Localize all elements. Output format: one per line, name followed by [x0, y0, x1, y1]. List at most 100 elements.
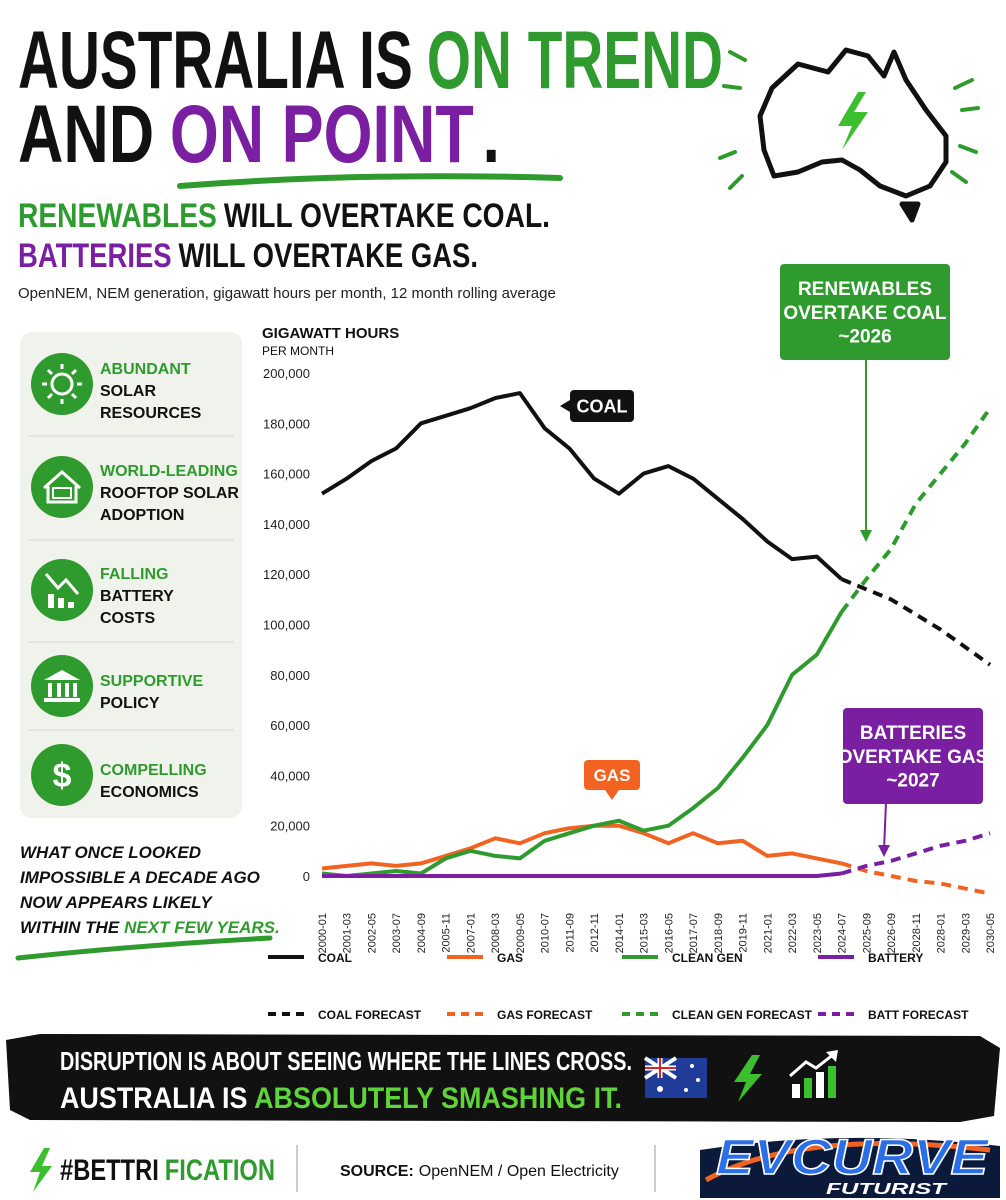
driver-text: RESOURCES [100, 405, 202, 422]
x-tick-label: 2016-05 [663, 913, 675, 953]
y-tick-label: 0 [303, 869, 310, 884]
y-tick-label: 180,000 [263, 416, 310, 431]
x-tick-label: 2021-01 [762, 913, 774, 953]
banner-text: AUSTRALIA ISABSOLUTELY SMASHING IT. [60, 1082, 622, 1115]
x-tick-label: 2010-07 [540, 913, 552, 953]
source-name: OpenNEM / Open Electricity [419, 1163, 619, 1180]
driver-text: POLICY [100, 695, 160, 712]
bolt-icon [734, 1055, 762, 1102]
title: ANDON POINT. [18, 89, 500, 180]
x-tick-label: 2008-03 [490, 913, 502, 953]
title-part: AUSTRALIA IS [18, 15, 413, 106]
bolt-icon [838, 92, 868, 150]
note-text: IMPOSSIBLE A DECADE AGO [20, 868, 260, 887]
subtitle-part: WILL OVERTAKE COAL. [224, 197, 550, 235]
x-tick-label: 2026-09 [886, 913, 898, 953]
y-tick-label: 120,000 [263, 567, 310, 582]
x-tick-label: 2029-03 [960, 913, 972, 953]
y-tick-label: 200,000 [263, 366, 310, 381]
legend-label: CLEAN GEN FORECAST [672, 1008, 813, 1022]
driver-highlight: WORLD-LEADING [100, 463, 238, 480]
x-tick-label: 2028-11 [911, 913, 923, 953]
series-line [840, 577, 992, 667]
x-tick-label: 2003-07 [391, 913, 403, 953]
note-text: WHAT ONCE LOOKED [20, 843, 201, 862]
annotation-box [570, 390, 634, 422]
note-line: NOW APPEARS LIKELY [20, 893, 213, 912]
y-tick-label: 100,000 [263, 618, 310, 633]
x-tick-label: 2018-09 [713, 913, 725, 953]
x-tick-label: 2017-07 [688, 913, 700, 953]
x-tick-label: 2015-03 [639, 913, 651, 953]
logo-subtext: FUTURIST [826, 1181, 948, 1198]
logo-swoosh [704, 1140, 991, 1183]
x-tick-label: 2004-09 [416, 913, 428, 953]
x-tick-label: 2014-01 [614, 913, 626, 953]
note-line: IMPOSSIBLE A DECADE AGO [20, 868, 260, 887]
series-line [321, 823, 842, 871]
note-swoosh [15, 935, 273, 961]
legend-label: CLEAN GEN [672, 951, 743, 965]
annotation-box [584, 760, 640, 790]
driver-text: ECONOMICS [100, 784, 199, 801]
subtitle-part: WILL OVERTAKE GAS. [178, 237, 478, 275]
bolt-icon [30, 1148, 52, 1192]
annotation-pointer [605, 790, 619, 800]
subtitle: BATTERIESWILL OVERTAKE GAS. [18, 237, 478, 275]
title: AUSTRALIA ISON TREND [18, 15, 723, 106]
annotation-text: ~2027 [886, 771, 939, 792]
x-tick-label: 2012-11 [589, 913, 601, 953]
legend-label: BATT FORECAST [868, 1008, 969, 1022]
legend-label: BATTERY [868, 951, 923, 965]
banner-text: DISRUPTION IS ABOUT SEEING WHERE THE LIN… [60, 1046, 632, 1076]
driver-highlight: COMPELLING [100, 762, 207, 779]
source-note: OpenNEM, NEM generation, gigawatt hours … [18, 285, 556, 302]
subtitle: RENEWABLESWILL OVERTAKE COAL. [18, 197, 550, 235]
annotation-arrow [883, 801, 887, 851]
x-tick-label: 2009-05 [515, 913, 527, 953]
x-tick-label: 2028-01 [936, 913, 948, 953]
hashtag-part: FICATION [165, 1154, 275, 1187]
x-tick-label: 2024-07 [837, 913, 849, 953]
annotation-text: RENEWABLES [798, 279, 932, 300]
x-tick-label: 2025-09 [861, 913, 873, 953]
growth-icon [789, 1050, 838, 1098]
annotation-text: GAS [594, 766, 631, 785]
legend-label: GAS [497, 951, 523, 965]
y-tick-label: 140,000 [263, 517, 310, 532]
hashtag-part: #BETTRI [60, 1154, 159, 1187]
x-tick-label: 2002-05 [366, 913, 378, 953]
flag-icon [643, 1056, 707, 1098]
x-tick-label: 2011-09 [564, 913, 576, 953]
series-line [840, 407, 992, 614]
series-line [841, 831, 991, 876]
series-line [321, 610, 844, 878]
hashtag: #BETTRIFICATION [60, 1154, 275, 1187]
source-label: SOURCE: [340, 1163, 414, 1180]
legend-label: COAL [318, 951, 352, 965]
legend-label: GAS FORECAST [497, 1008, 593, 1022]
annotation-text: OVERTAKE GAS [838, 747, 989, 768]
driver-highlight: FALLING [100, 566, 168, 583]
underline-swoosh [177, 173, 563, 189]
x-tick-label: 2022-03 [787, 913, 799, 953]
panel-dividers [28, 435, 234, 731]
title-part: ON POINT [170, 89, 474, 180]
y-tick-label: 160,000 [263, 467, 310, 482]
subtitle-part: RENEWABLES [18, 197, 217, 235]
note-text: WITHIN THE [20, 918, 120, 937]
title-part: . [483, 89, 500, 180]
driver-text: COSTS [100, 610, 155, 627]
y-tick-label: 60,000 [270, 718, 310, 733]
driver-icons: $ [31, 353, 93, 806]
x-tick-label: 2023-05 [812, 913, 824, 953]
arrow-head [860, 530, 872, 542]
note-line: WHAT ONCE LOOKED [20, 843, 201, 862]
annotation-box [843, 708, 983, 804]
annotation-pointer [560, 400, 570, 412]
banner-text-part: ABSOLUTELY SMASHING IT. [254, 1082, 622, 1115]
driver-highlight: ABUNDANT [100, 361, 191, 378]
series-line [841, 861, 991, 896]
annotation-text: BATTERIES [860, 723, 966, 744]
x-tick-label: 2000-01 [317, 913, 329, 953]
